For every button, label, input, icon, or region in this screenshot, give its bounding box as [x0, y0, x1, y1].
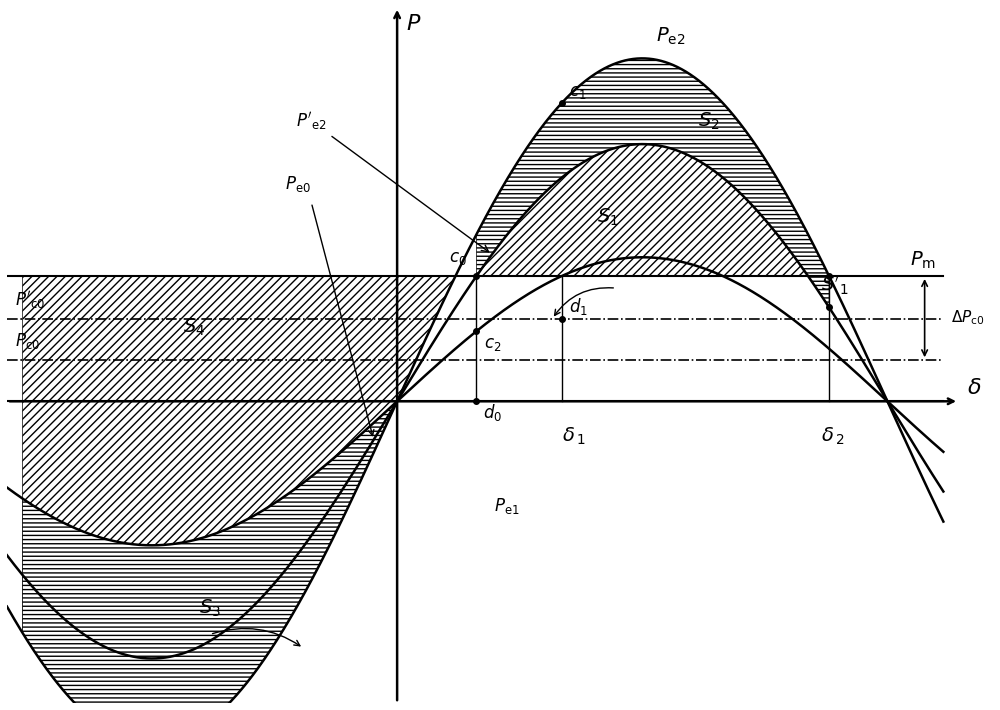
- Text: $S_2$: $S_2$: [698, 111, 720, 132]
- Text: $P_{\rm e0}$: $P_{\rm e0}$: [285, 174, 311, 194]
- Text: $S_3$: $S_3$: [199, 598, 221, 619]
- Text: $S_4$: $S_4$: [183, 317, 205, 338]
- Text: $c_0$: $c_0$: [449, 249, 467, 268]
- Text: $P'_{\rm c0}$: $P'_{\rm c0}$: [15, 289, 45, 311]
- Text: $P$: $P$: [406, 13, 422, 34]
- Text: $S_1$: $S_1$: [597, 207, 619, 229]
- Text: $c_1$: $c_1$: [569, 84, 587, 102]
- Text: $P_{\rm e2}$: $P_{\rm e2}$: [656, 26, 685, 47]
- Text: $\Delta P_{\rm c0}$: $\Delta P_{\rm c0}$: [951, 309, 985, 327]
- Text: $\delta_{\,2}$: $\delta_{\,2}$: [821, 425, 845, 447]
- Text: $\delta$: $\delta$: [967, 378, 981, 398]
- Text: $P'_{\rm e2}$: $P'_{\rm e2}$: [296, 111, 489, 252]
- Text: $d_0$: $d_0$: [483, 403, 502, 423]
- Text: $d_1$: $d_1$: [569, 296, 588, 317]
- Text: $P_{\rm c0}$: $P_{\rm c0}$: [15, 332, 40, 351]
- Text: $\delta_{\,1}$: $\delta_{\,1}$: [562, 425, 585, 447]
- Text: $c_2$: $c_2$: [484, 335, 502, 354]
- Text: $P_{\rm e1}$: $P_{\rm e1}$: [494, 496, 519, 516]
- Text: $S'_1$: $S'_1$: [821, 274, 848, 297]
- Text: $P_{\rm m}$: $P_{\rm m}$: [910, 250, 936, 271]
